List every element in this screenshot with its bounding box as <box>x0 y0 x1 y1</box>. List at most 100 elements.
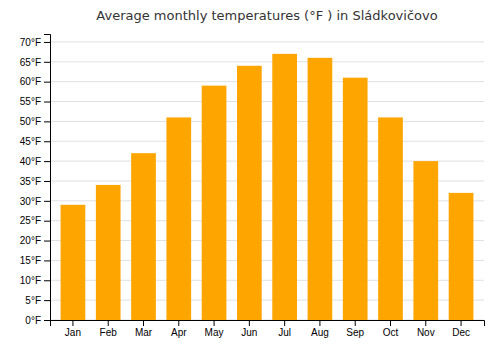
tick-label: 40°F <box>20 156 41 167</box>
tick-mark <box>44 42 50 43</box>
tick-label: 55°F <box>20 96 41 107</box>
bar <box>413 161 438 320</box>
x-tick: Sep <box>346 320 364 338</box>
x-tick: Apr <box>171 320 187 338</box>
bar <box>61 205 86 320</box>
tick-label: Mar <box>135 327 153 338</box>
grid-line <box>50 41 484 42</box>
tick-mark <box>44 102 50 103</box>
axis-line <box>51 321 485 327</box>
tick-mark <box>461 320 462 326</box>
tick-mark <box>249 320 250 326</box>
tick-label: 65°F <box>20 57 41 68</box>
tick-label: May <box>205 327 224 338</box>
grid-line <box>50 121 484 122</box>
tick-mark <box>44 241 50 242</box>
x-tick: Aug <box>311 320 329 338</box>
y-tick: 0°F <box>25 315 50 326</box>
bar <box>272 54 297 320</box>
tick-mark <box>143 320 144 326</box>
tick-label: 60°F <box>20 76 41 87</box>
tick-label: Nov <box>417 327 435 338</box>
tick-mark <box>44 320 50 321</box>
tick-label: Apr <box>171 327 187 338</box>
tick-label: 30°F <box>20 196 41 207</box>
tick-label: Jan <box>65 327 81 338</box>
bar <box>343 78 368 320</box>
y-tick: 45°F <box>20 136 50 147</box>
bar <box>202 86 227 320</box>
x-tick: Mar <box>135 320 153 338</box>
tick-label: 5°F <box>25 295 41 306</box>
grid-line <box>50 101 484 102</box>
tick-mark <box>44 62 50 63</box>
y-tick: 15°F <box>20 255 50 266</box>
tick-label: 70°F <box>20 37 41 48</box>
tick-mark <box>44 280 50 281</box>
tick-label: Aug <box>311 327 329 338</box>
bar <box>96 185 121 320</box>
x-tick: Jun <box>241 320 257 338</box>
grid-line <box>50 81 484 82</box>
x-tick: Feb <box>100 320 118 338</box>
tick-mark <box>44 161 50 162</box>
tick-label: Feb <box>100 327 118 338</box>
bar <box>237 66 262 320</box>
chart: 0°F5°F10°F15°F20°F25°F30°F35°F40°F45°F50… <box>0 0 500 350</box>
y-tick: 60°F <box>20 76 50 87</box>
tick-mark <box>72 320 73 326</box>
y-axis: 0°F5°F10°F15°F20°F25°F30°F35°F40°F45°F50… <box>20 35 51 326</box>
x-tick: Jan <box>65 320 81 338</box>
plot: 0°F5°F10°F15°F20°F25°F30°F35°F40°F45°F50… <box>20 35 485 339</box>
tick-label: Sep <box>346 327 364 338</box>
tick-label: Oct <box>383 327 399 338</box>
y-tick: 55°F <box>20 96 50 107</box>
bar <box>308 58 333 320</box>
tick-mark <box>178 320 179 326</box>
bars <box>61 54 474 320</box>
tick-mark <box>390 320 391 326</box>
grid-line <box>50 61 484 62</box>
bar <box>166 117 191 320</box>
grid <box>50 42 484 320</box>
tick-label: Dec <box>452 327 470 338</box>
y-tick: 30°F <box>20 196 50 207</box>
tick-label: 0°F <box>25 315 41 326</box>
tick-label: 20°F <box>20 235 41 246</box>
y-tick: 70°F <box>20 37 50 48</box>
tick-label: Jun <box>241 327 257 338</box>
bar <box>378 117 403 320</box>
tick-mark <box>44 300 50 301</box>
tick-mark <box>319 320 320 326</box>
tick-mark <box>214 320 215 326</box>
y-tick: 35°F <box>20 176 50 187</box>
tick-mark <box>108 320 109 326</box>
tick-mark <box>44 260 50 261</box>
y-tick: 25°F <box>20 215 50 226</box>
tick-label: 45°F <box>20 136 41 147</box>
bar <box>449 193 474 320</box>
tick-mark <box>284 320 285 326</box>
y-tick: 5°F <box>25 295 50 306</box>
tick-mark <box>44 82 50 83</box>
tick-label: 50°F <box>20 116 41 127</box>
tick-mark <box>44 221 50 222</box>
y-tick: 65°F <box>20 57 50 68</box>
grid-line <box>50 141 484 142</box>
x-axis: Jan Feb Mar Apr May Jun Jul Aug Sep Oct Nov Dec <box>51 320 485 338</box>
tick-mark <box>425 320 426 326</box>
x-tick: Oct <box>383 320 399 338</box>
x-tick: Nov <box>417 320 435 338</box>
tick-mark <box>44 121 50 122</box>
x-tick: Dec <box>452 320 470 338</box>
tick-mark <box>44 181 50 182</box>
tick-label: Jul <box>278 327 291 338</box>
bar <box>131 153 156 320</box>
y-tick: 20°F <box>20 235 50 246</box>
y-tick: 50°F <box>20 116 50 127</box>
tick-mark <box>355 320 356 326</box>
title: Average monthly temperatures (°F ) in Sl… <box>96 8 437 23</box>
x-tick: May <box>205 320 224 338</box>
tick-label: 15°F <box>20 255 41 266</box>
y-tick: 40°F <box>20 156 50 167</box>
